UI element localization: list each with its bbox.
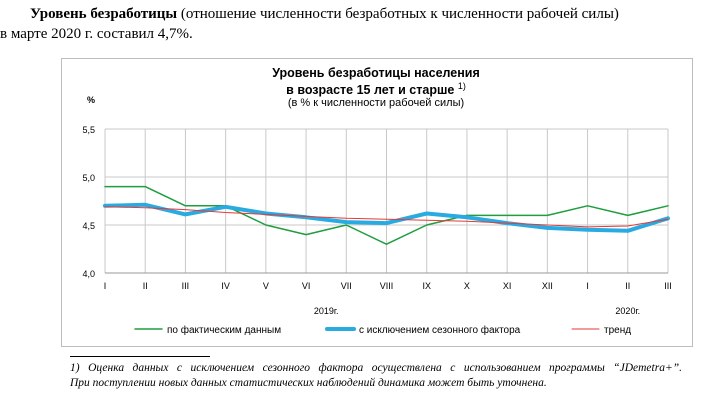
x-tick-label: V (263, 281, 269, 291)
y-tick-label: 4,0 (82, 269, 95, 279)
x-tick-label: VIII (380, 281, 394, 291)
y-tick-label: 5,5 (82, 125, 95, 135)
x-tick-label: X (464, 281, 470, 291)
x-tick-label: XI (503, 281, 512, 291)
intro-line2: в марте 2020 г. составил 4,7%. (0, 26, 193, 42)
legend-label: тренд (604, 325, 631, 336)
x-tick-label: I (586, 281, 589, 291)
y-axis-label: % (87, 95, 95, 105)
x-tick-label: IX (422, 281, 431, 291)
year-label: 2020г. (615, 306, 640, 316)
chart-title-line2-text: в возрасте 15 лет и старше (286, 83, 455, 98)
legend-label: по фактическим данным (167, 324, 281, 336)
x-tick-label: I (104, 281, 107, 291)
y-tick-label: 4,5 (82, 221, 95, 231)
series-line-2 (103, 202, 670, 233)
intro-text: Уровень безработицы (отношение численнос… (0, 4, 700, 44)
footnote: 1) Оценка данных с исключением сезонного… (70, 361, 682, 391)
x-tick-label: III (664, 281, 672, 291)
year-label: 2019г. (314, 306, 339, 316)
footnote-line2: При поступлении новых данных статистичес… (70, 377, 547, 389)
x-tick-label: III (182, 281, 190, 291)
series-line-1 (104, 185, 669, 245)
footnote-rule (70, 356, 210, 357)
chart-title-line1: Уровень безработицы населения (272, 66, 480, 80)
x-tick-label: VII (341, 281, 352, 291)
chart-title-line2: в возрасте 15 лет и старше 1) (70, 81, 682, 97)
x-tick-label: XII (542, 281, 553, 291)
series-line-3 (104, 206, 669, 228)
chart-title-footnote-mark: 1) (457, 81, 466, 91)
x-tick-label: IV (221, 281, 230, 291)
y-tick-label: 5,0 (82, 173, 95, 183)
legend-label: с исключением сезонного фактора (359, 324, 521, 336)
intro-bold: Уровень безработицы (30, 6, 178, 22)
x-tick-label: II (143, 281, 148, 291)
x-tick-label: VI (302, 281, 311, 291)
chart-subtitle: (в % к численности рабочей силы) (287, 97, 465, 109)
intro-rest: (отношение численности безработных к чис… (177, 6, 619, 22)
x-tick-label: II (625, 281, 630, 291)
footnote-line1: 1) Оценка данных с исключением сезонного… (70, 362, 682, 374)
